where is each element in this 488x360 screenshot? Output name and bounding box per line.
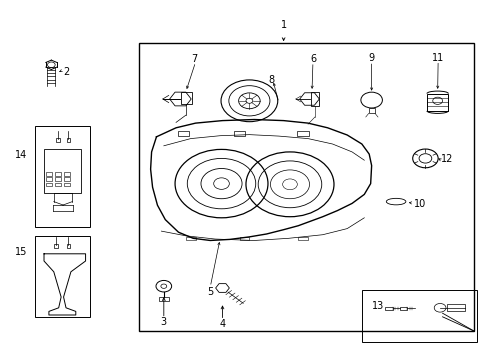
- Text: 1: 1: [280, 20, 286, 30]
- Text: 6: 6: [309, 54, 315, 64]
- Bar: [159, 297, 168, 301]
- Bar: [55, 172, 61, 176]
- Bar: [181, 92, 191, 104]
- Text: 4: 4: [219, 319, 225, 329]
- Bar: [55, 177, 61, 181]
- Bar: [44, 149, 81, 193]
- Bar: [35, 236, 90, 317]
- Bar: [177, 131, 189, 136]
- Bar: [426, 94, 447, 111]
- Circle shape: [221, 80, 277, 122]
- Bar: [399, 307, 407, 310]
- Bar: [66, 138, 70, 142]
- Bar: [63, 177, 70, 181]
- Bar: [297, 131, 308, 136]
- Bar: [46, 177, 52, 181]
- Bar: [56, 138, 60, 142]
- Bar: [46, 172, 52, 176]
- Bar: [66, 244, 70, 248]
- Bar: [233, 131, 245, 136]
- Bar: [447, 304, 464, 311]
- Text: 11: 11: [431, 53, 444, 63]
- Text: 7: 7: [191, 54, 197, 64]
- Bar: [368, 108, 374, 113]
- Bar: [310, 92, 319, 106]
- Text: 8: 8: [268, 75, 274, 85]
- Text: 13: 13: [371, 301, 383, 311]
- Bar: [185, 237, 195, 240]
- Text: 12: 12: [440, 154, 452, 165]
- Text: 10: 10: [413, 199, 426, 210]
- Bar: [361, 290, 476, 342]
- Text: 5: 5: [207, 287, 213, 297]
- Bar: [55, 183, 61, 186]
- Text: 3: 3: [161, 317, 166, 327]
- Bar: [385, 307, 392, 310]
- Bar: [63, 183, 70, 186]
- Bar: [298, 237, 307, 240]
- Text: 2: 2: [63, 67, 69, 77]
- Bar: [139, 43, 473, 331]
- Text: 9: 9: [368, 53, 374, 63]
- Bar: [54, 244, 58, 248]
- Bar: [46, 183, 52, 186]
- Text: 15: 15: [15, 247, 27, 257]
- Bar: [239, 237, 249, 240]
- Bar: [63, 172, 70, 176]
- Bar: [35, 126, 90, 227]
- Text: 14: 14: [15, 150, 27, 160]
